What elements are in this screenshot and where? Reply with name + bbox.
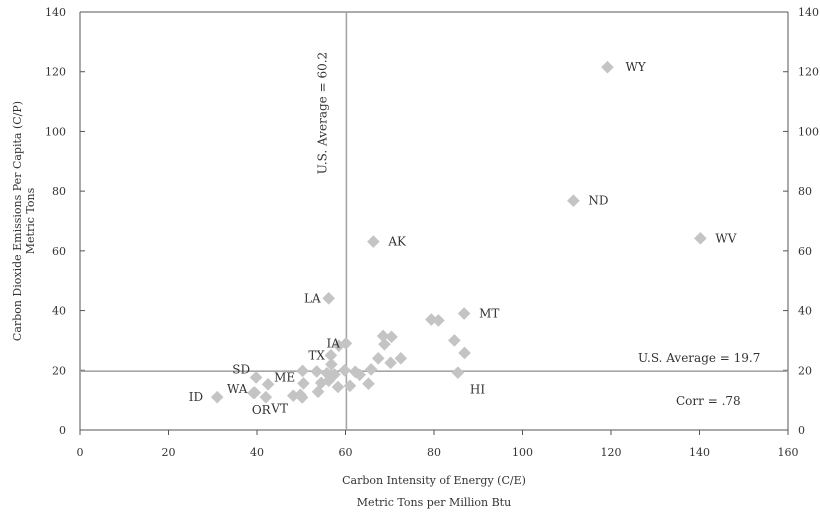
point-label-wy: WY bbox=[625, 60, 646, 74]
point-nd bbox=[567, 194, 580, 207]
point-label-or: OR bbox=[252, 403, 272, 417]
y-tick-label-right: 100 bbox=[798, 125, 819, 138]
point-wy bbox=[601, 60, 614, 74]
y-tick-label-right: 20 bbox=[798, 364, 812, 377]
data-point bbox=[297, 377, 310, 390]
data-point bbox=[295, 391, 309, 404]
data-point bbox=[425, 313, 438, 326]
data-point bbox=[458, 346, 471, 360]
x-tick-label: 160 bbox=[778, 446, 799, 459]
y-tick-label-right: 120 bbox=[798, 66, 819, 79]
point-label-sd: SD bbox=[232, 362, 250, 376]
data-point bbox=[394, 352, 408, 365]
correlation-label: Corr = .78 bbox=[676, 394, 741, 408]
data-point bbox=[311, 385, 325, 399]
data-point bbox=[353, 368, 366, 382]
data-point bbox=[296, 364, 309, 378]
data-point bbox=[322, 374, 335, 388]
x-tick-label: 40 bbox=[250, 446, 264, 459]
y-axis-title: Carbon Dioxide Emissions Per Capita (C/P… bbox=[11, 101, 24, 341]
data-points bbox=[210, 60, 707, 404]
point-la bbox=[322, 292, 335, 305]
point-label-ak: AK bbox=[387, 235, 407, 249]
reference-lines bbox=[80, 12, 788, 430]
point-hi bbox=[451, 366, 465, 379]
y-tick-label-left: 80 bbox=[52, 185, 66, 198]
y-tick-label-left: 140 bbox=[45, 6, 66, 19]
point-tx bbox=[324, 349, 338, 362]
data-point bbox=[384, 356, 397, 370]
y-tick-label-left: 100 bbox=[45, 125, 66, 138]
data-point bbox=[332, 339, 346, 353]
vertical-average-label: U.S. Average = 60.2 bbox=[315, 52, 329, 174]
data-point bbox=[385, 330, 398, 344]
x-tick-label: 0 bbox=[77, 446, 84, 459]
data-point bbox=[448, 334, 461, 347]
y-tick-label-left: 40 bbox=[52, 305, 66, 318]
y-tick-label-right: 60 bbox=[798, 245, 812, 258]
x-tick-label: 120 bbox=[601, 446, 622, 459]
data-point bbox=[343, 379, 357, 393]
y-tick-label-right: 40 bbox=[798, 305, 812, 318]
y-tick-label-right: 140 bbox=[798, 6, 819, 19]
point-mt bbox=[457, 307, 471, 320]
data-point bbox=[325, 358, 338, 371]
point-label-la: LA bbox=[304, 291, 321, 305]
y-tick-label-left: 20 bbox=[52, 364, 66, 377]
point-ak bbox=[367, 235, 380, 248]
point-label-mt: MT bbox=[479, 307, 499, 321]
point-label-wa: WA bbox=[227, 382, 248, 396]
point-id bbox=[210, 390, 224, 404]
data-point bbox=[362, 377, 375, 391]
point-me bbox=[261, 378, 275, 391]
x-tick-label: 100 bbox=[512, 446, 533, 459]
x-tick-label: 60 bbox=[339, 446, 353, 459]
x-tick-label: 140 bbox=[689, 446, 710, 459]
data-point bbox=[432, 314, 445, 327]
point-label-ia: IA bbox=[327, 336, 341, 350]
data-point bbox=[248, 386, 262, 399]
data-point bbox=[331, 380, 345, 394]
point-label-hi: HI bbox=[470, 383, 485, 397]
x-tick-label: 20 bbox=[162, 446, 176, 459]
horizontal-average-label: U.S. Average = 19.7 bbox=[638, 351, 760, 365]
point-label-vt: VT bbox=[270, 402, 288, 416]
y-tick-label-right: 80 bbox=[798, 185, 812, 198]
point-label-me: ME bbox=[274, 370, 295, 384]
data-point bbox=[310, 365, 324, 378]
data-point bbox=[376, 329, 390, 343]
data-point bbox=[338, 363, 351, 377]
data-point bbox=[371, 352, 385, 365]
data-point bbox=[378, 338, 391, 351]
data-point bbox=[348, 365, 362, 379]
point-label-nd: ND bbox=[588, 194, 608, 208]
data-point bbox=[364, 363, 378, 376]
y-tick-label-left: 0 bbox=[59, 424, 66, 437]
point-wv bbox=[694, 232, 707, 245]
point-sd bbox=[249, 371, 263, 384]
point-label-wv: WV bbox=[715, 231, 736, 245]
point-label-id: ID bbox=[189, 390, 203, 404]
x-axis-units: Metric Tons per Million Btu bbox=[357, 496, 511, 509]
y-tick-label-left: 60 bbox=[52, 245, 66, 258]
point-or bbox=[259, 390, 273, 404]
point-label-tx: TX bbox=[308, 348, 325, 362]
y-tick-label-left: 120 bbox=[45, 66, 66, 79]
axes bbox=[79, 11, 789, 431]
x-tick-label: 80 bbox=[427, 446, 441, 459]
point-ia bbox=[339, 337, 353, 350]
y-axis-units: Metric Tons bbox=[24, 187, 37, 254]
data-point bbox=[320, 366, 334, 380]
y-tick-label-right: 0 bbox=[798, 424, 805, 437]
x-axis-title: Carbon Intensity of Energy (C/E) bbox=[342, 474, 526, 487]
